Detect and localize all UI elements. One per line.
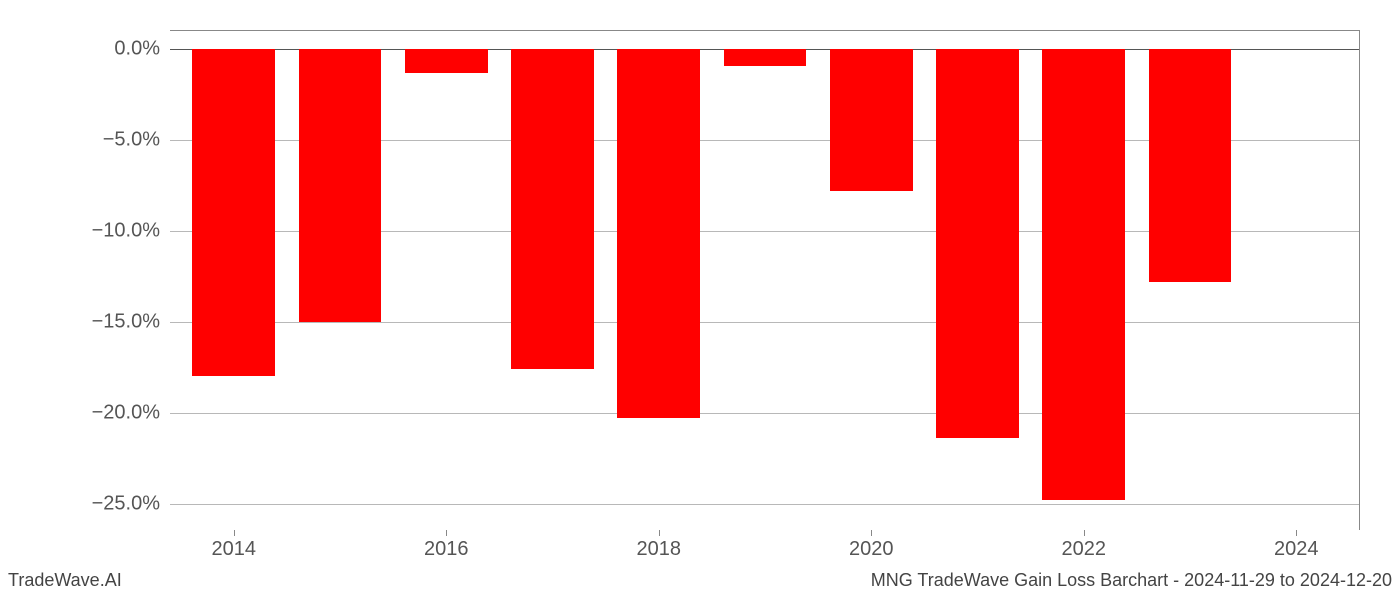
- bar-2022: [1042, 49, 1125, 500]
- y-gridline: [170, 322, 1359, 323]
- x-tick-label: 2020: [849, 530, 894, 561]
- plot-area: 0.0%−5.0%−10.0%−15.0%−20.0%−25.0%2014201…: [170, 30, 1360, 530]
- bar-2020: [830, 49, 913, 191]
- x-tick-label: 2022: [1062, 530, 1107, 561]
- bar-2016: [405, 49, 488, 73]
- x-tick-label: 2014: [212, 530, 257, 561]
- y-tick-label: −20.0%: [92, 401, 170, 424]
- y-gridline: [170, 413, 1359, 414]
- bar-2015: [299, 49, 382, 322]
- chart-container: 0.0% −5.0% −10.0% −15.0% −20.0% −25.0% 2014 201…: [0, 0, 1400, 600]
- bar-2023: [1149, 49, 1232, 282]
- footer-left-text: TradeWave.AI: [8, 570, 122, 591]
- x-tick-label: 2016: [424, 530, 469, 561]
- bar-2019: [724, 49, 807, 65]
- y-tick-label: −10.0%: [92, 220, 170, 243]
- y-gridline: [170, 504, 1359, 505]
- x-tick-label: 2018: [637, 530, 682, 561]
- footer-right-text: MNG TradeWave Gain Loss Barchart - 2024-…: [871, 570, 1392, 591]
- y-tick-label: −5.0%: [103, 129, 170, 152]
- y-tick-label: −25.0%: [92, 492, 170, 515]
- bar-2021: [936, 49, 1019, 438]
- x-tick-label: 2024: [1274, 530, 1319, 561]
- bar-2017: [511, 49, 594, 369]
- bar-2018: [617, 49, 700, 418]
- y-tick-label: −15.0%: [92, 310, 170, 333]
- bar-2014: [192, 49, 275, 376]
- y-tick-label: 0.0%: [114, 38, 170, 61]
